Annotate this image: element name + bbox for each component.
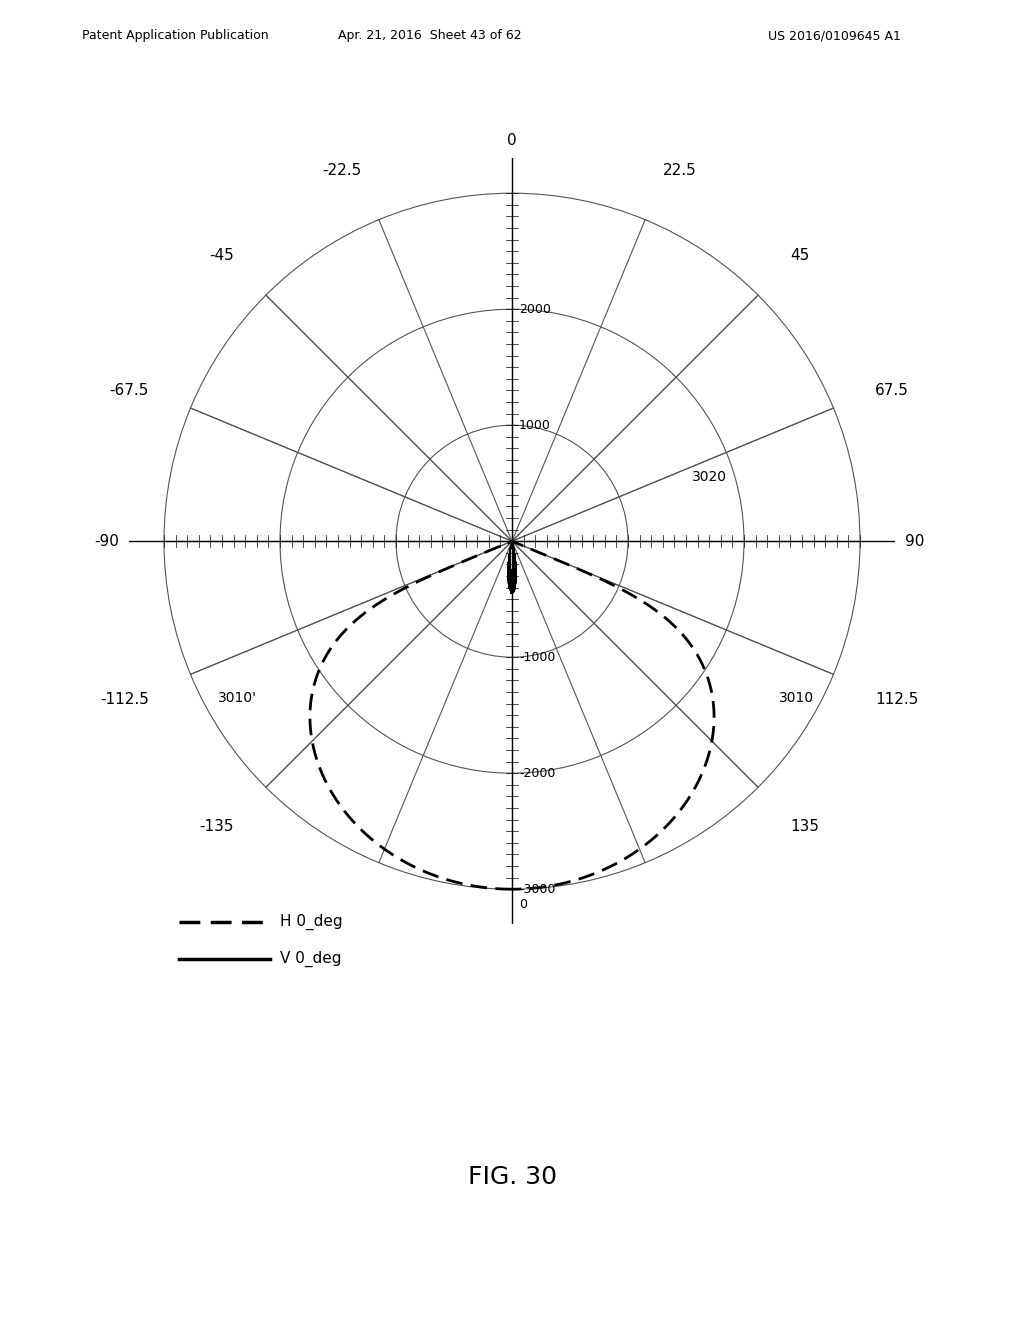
Text: Patent Application Publication: Patent Application Publication [82,29,268,42]
Text: FIG. 30: FIG. 30 [468,1166,556,1189]
Text: 3010: 3010 [779,690,814,705]
Text: 22.5: 22.5 [663,162,696,178]
Text: -3000: -3000 [519,883,555,896]
Text: 3020: 3020 [692,470,727,484]
Text: 45: 45 [791,248,809,263]
Text: H 0_deg: H 0_deg [281,913,343,929]
Text: 2000: 2000 [519,302,551,315]
Text: Apr. 21, 2016  Sheet 43 of 62: Apr. 21, 2016 Sheet 43 of 62 [338,29,522,42]
Text: -135: -135 [200,820,233,834]
Text: V 0_deg: V 0_deg [281,952,342,968]
Text: -112.5: -112.5 [99,692,148,706]
Text: -22.5: -22.5 [323,162,361,178]
Text: 0: 0 [507,133,517,148]
Text: 1000: 1000 [519,418,551,432]
Text: 67.5: 67.5 [876,383,909,399]
Text: -90: -90 [94,533,119,549]
Text: 90: 90 [905,533,925,549]
Text: 135: 135 [791,820,819,834]
Text: US 2016/0109645 A1: US 2016/0109645 A1 [768,29,901,42]
Text: -45: -45 [209,248,233,263]
Text: 3010': 3010' [218,690,257,705]
Text: 112.5: 112.5 [876,692,919,706]
Text: -2000: -2000 [519,767,555,780]
Text: -1000: -1000 [519,651,555,664]
Text: 0: 0 [519,899,527,912]
Text: -67.5: -67.5 [110,383,148,399]
